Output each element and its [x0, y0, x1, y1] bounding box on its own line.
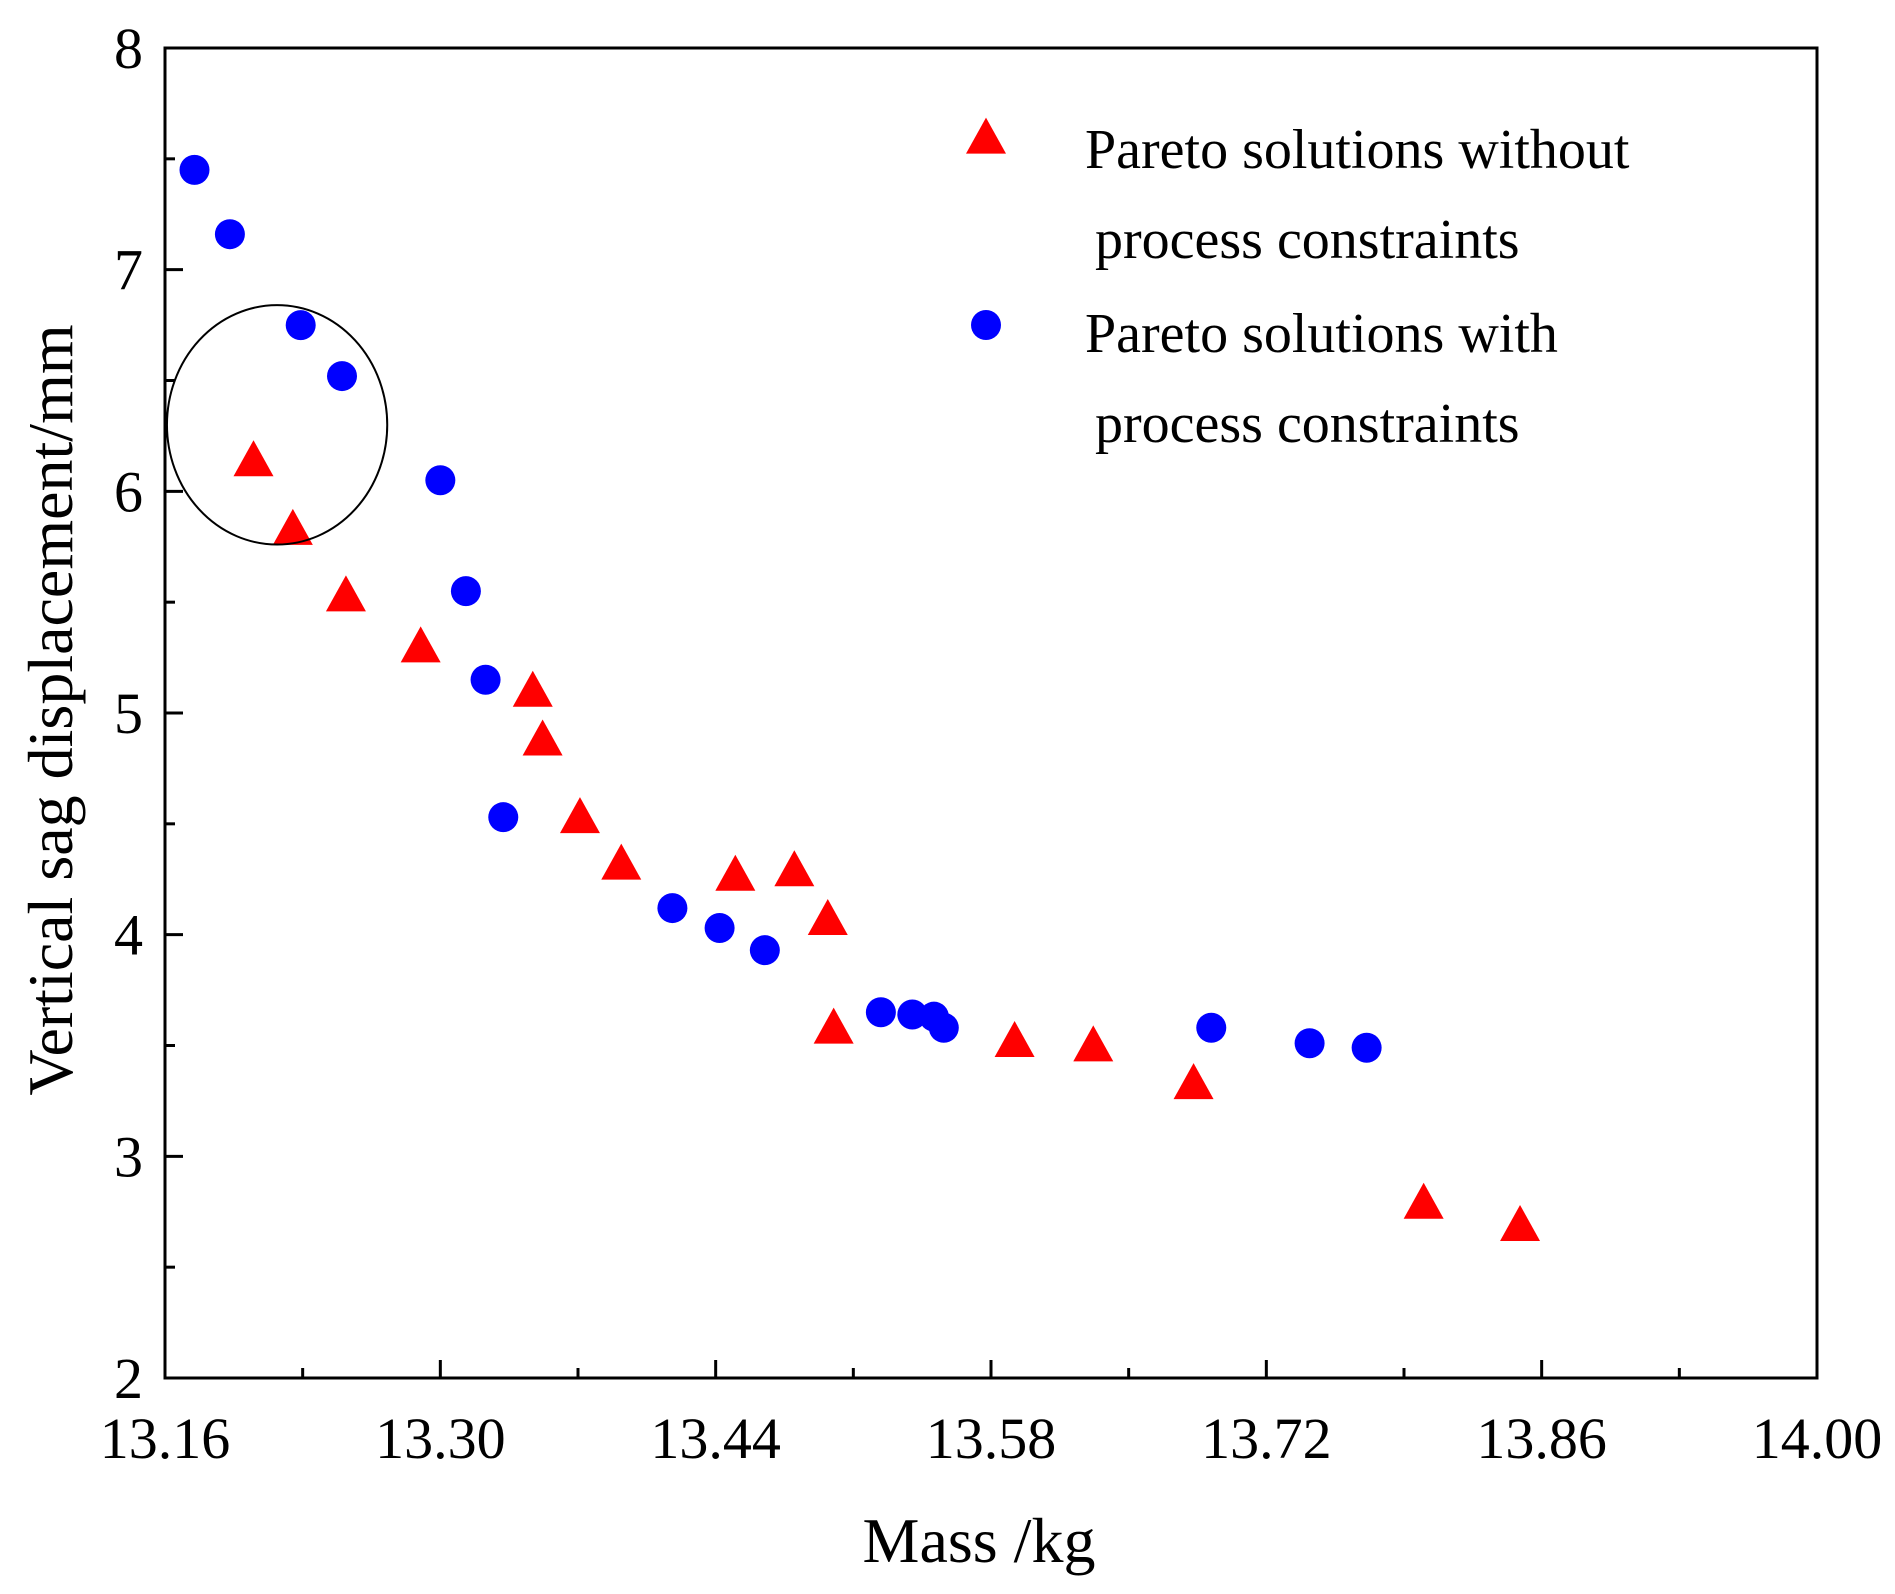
data-point-circle [749, 935, 780, 966]
data-point-triangle [774, 850, 815, 887]
data-point-circle [865, 997, 896, 1028]
y-tick-label: 2 [114, 1346, 143, 1411]
legend: Pareto solutions without process constrai… [966, 117, 1630, 455]
legend-marker-circle [971, 310, 1001, 340]
y-tick-label: 3 [114, 1124, 143, 1189]
data-point-triangle [813, 1007, 854, 1044]
axes: 13.16 13.30 13.44 13.58 13.72 13.86 14.00 2 3 4 5 6… [100, 16, 1883, 1471]
data-point-triangle [715, 854, 756, 891]
data-point-circle [425, 465, 456, 496]
x-tick-label: 13.86 [1476, 1406, 1607, 1471]
data-point-circle [179, 154, 210, 185]
legend-label: process constraints [1095, 209, 1520, 271]
data-point-triangle [1073, 1025, 1114, 1062]
x-tick-label: 13.30 [375, 1406, 506, 1471]
data-point-triangle [233, 440, 274, 477]
data-point-triangle [807, 899, 848, 936]
data-point-triangle [325, 575, 366, 612]
data-point-circle [1351, 1032, 1382, 1063]
data-point-circle [1294, 1028, 1325, 1059]
data-point-circle [327, 361, 357, 392]
highlight-ellipse [165, 304, 389, 546]
data-point-triangle [400, 626, 441, 663]
data-point-circle [285, 310, 316, 341]
data-point-triangle [272, 508, 313, 545]
x-tick-label: 13.72 [1201, 1406, 1332, 1471]
series-with-constraints [179, 154, 1382, 1063]
data-point-circle [928, 1012, 959, 1043]
y-tick-label: 8 [114, 16, 143, 81]
data-point-triangle [522, 719, 563, 756]
x-tick-label: 13.58 [926, 1406, 1057, 1471]
legend-label: process constraints [1095, 393, 1520, 455]
data-point-triangle [994, 1020, 1035, 1057]
x-tick-label: 13.44 [650, 1406, 781, 1471]
data-point-circle [704, 913, 735, 944]
data-point-circle [897, 999, 928, 1030]
data-point-triangle [601, 843, 642, 880]
plot-area [165, 154, 1541, 1241]
legend-label: Pareto solutions without [1085, 119, 1630, 181]
y-axis-title: Vertical sag displacement/mm [15, 324, 86, 1095]
data-point-circle [488, 802, 519, 833]
data-point-triangle [1173, 1063, 1214, 1100]
data-point-circle [1196, 1012, 1227, 1043]
y-tick-label: 6 [114, 459, 143, 524]
data-point-triangle [1403, 1182, 1444, 1219]
data-point-circle [450, 576, 481, 607]
data-point-circle [470, 664, 501, 695]
data-point-circle [214, 219, 245, 250]
x-tick-label: 14.00 [1752, 1406, 1883, 1471]
y-tick-label: 4 [114, 903, 143, 968]
data-point-circle [657, 893, 688, 924]
y-tick-label: 7 [114, 238, 143, 303]
x-tick-label: 13.16 [100, 1406, 231, 1471]
data-point-triangle [1500, 1204, 1541, 1241]
x-axis-title: Mass /kg [863, 1505, 1096, 1576]
legend-marker-triangle [966, 117, 1006, 154]
series-without-constraints [233, 440, 1541, 1241]
y-tick-label: 5 [114, 681, 143, 746]
legend-label: Pareto solutions with [1085, 303, 1558, 365]
data-point-triangle [512, 670, 553, 707]
data-point-triangle [559, 797, 600, 834]
